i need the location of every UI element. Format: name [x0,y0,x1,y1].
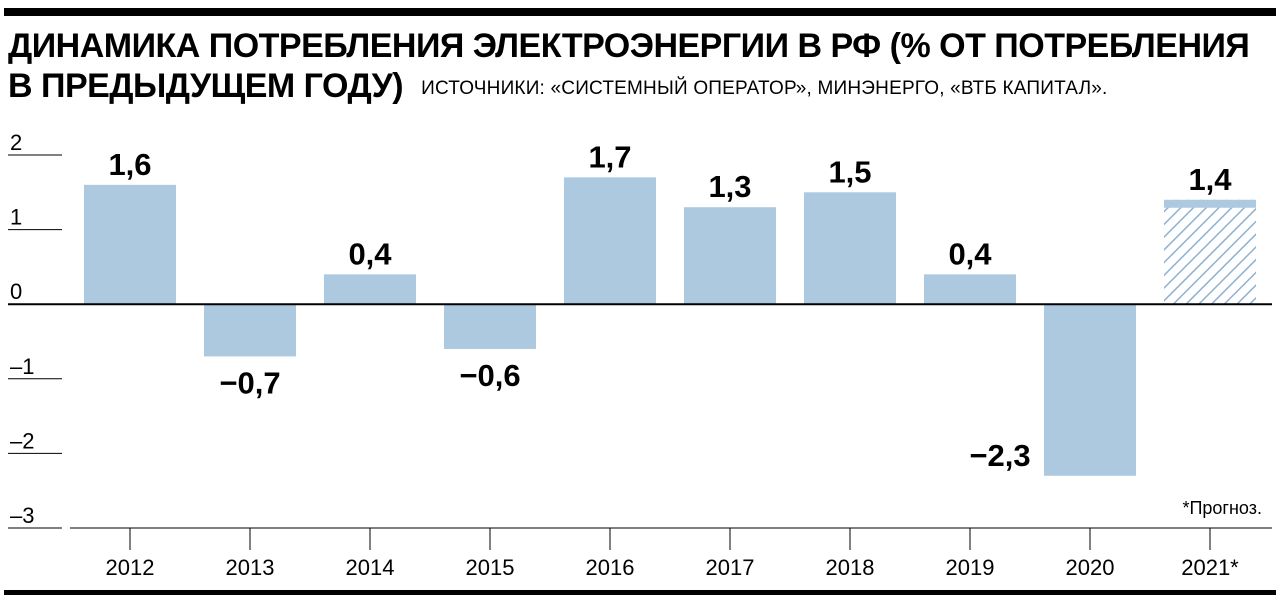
data-label: −0,7 [219,365,280,400]
bar-2018 [804,192,896,305]
top-rule [4,8,1276,16]
forecast-footnote: *Прогноз. [1182,498,1262,518]
data-label: 0,4 [948,236,992,271]
x-tick-label: 2015 [466,555,515,580]
y-tick-label: –1 [10,354,34,379]
bar-2013 [204,304,296,357]
x-tick-label: 2016 [586,555,635,580]
data-label: 0,4 [348,236,392,271]
chart-title-block: ДИНАМИКА ПОТРЕБЛЕНИЯ ЭЛЕКТРОЭНЕРГИИ В РФ… [8,26,1273,109]
bar-2020 [1044,304,1136,476]
x-tick-label: 2014 [346,555,395,580]
y-axis: 2 1 0 –1 –2 –3 [8,130,62,529]
data-labels: 1,6 −0,7 0,4 −0,6 1,7 1,3 1,5 0,4 −2,3 1,4 [108,139,1232,472]
forecast-bar-cap [1164,199,1256,208]
y-tick-label: 2 [10,130,22,155]
bar-2012 [84,184,176,305]
y-tick-label: –3 [10,503,34,528]
bar-2014 [324,274,416,305]
data-label: −2,3 [969,438,1030,473]
bar-2019 [924,274,1016,305]
chart-title-line-1: ДИНАМИКА ПОТРЕБЛЕНИЯ ЭЛЕКТРОЭНЕРГИИ В РФ… [8,27,1250,65]
y-tick-label: 1 [10,205,22,230]
y-tick-label: 0 [10,279,22,304]
chart-title-line-2-text: В ПРЕДЫДУЩЕМ ГОДУ) [8,67,404,105]
x-tick-label: 2012 [106,555,155,580]
bars [84,177,1256,476]
x-tick-label: 2017 [706,555,755,580]
x-axis: 2012 2013 2014 2015 2016 2017 2018 2019 2020 2021… [106,528,1239,580]
x-tick-label: 2018 [826,555,875,580]
x-tick-label: 2020 [1066,555,1115,580]
bar-2017 [684,207,776,305]
data-label: 1,3 [708,169,751,204]
x-tick-label: 2013 [226,555,275,580]
bar-2015 [444,304,536,349]
bar-2016 [564,177,656,305]
data-label: 1,6 [108,147,151,182]
data-label: 1,4 [1188,162,1232,197]
data-label: −0,6 [459,358,520,393]
y-tick-label: –2 [10,428,34,453]
bottom-rule [4,590,1276,595]
data-label: 1,7 [588,139,631,174]
x-tick-label: 2021* [1181,555,1239,580]
chart-source: ИСТОЧНИКИ: «СИСТЕМНЫЙ ОПЕРАТОР», МИНЭНЕР… [421,78,1108,99]
forecast-bar [1164,199,1256,305]
x-tick-label: 2019 [946,555,995,580]
chart-title-line-2: В ПРЕДЫДУЩЕМ ГОДУ) ИСТОЧНИКИ: «СИСТЕМНЫЙ … [8,66,1273,109]
data-label: 1,5 [828,154,871,189]
